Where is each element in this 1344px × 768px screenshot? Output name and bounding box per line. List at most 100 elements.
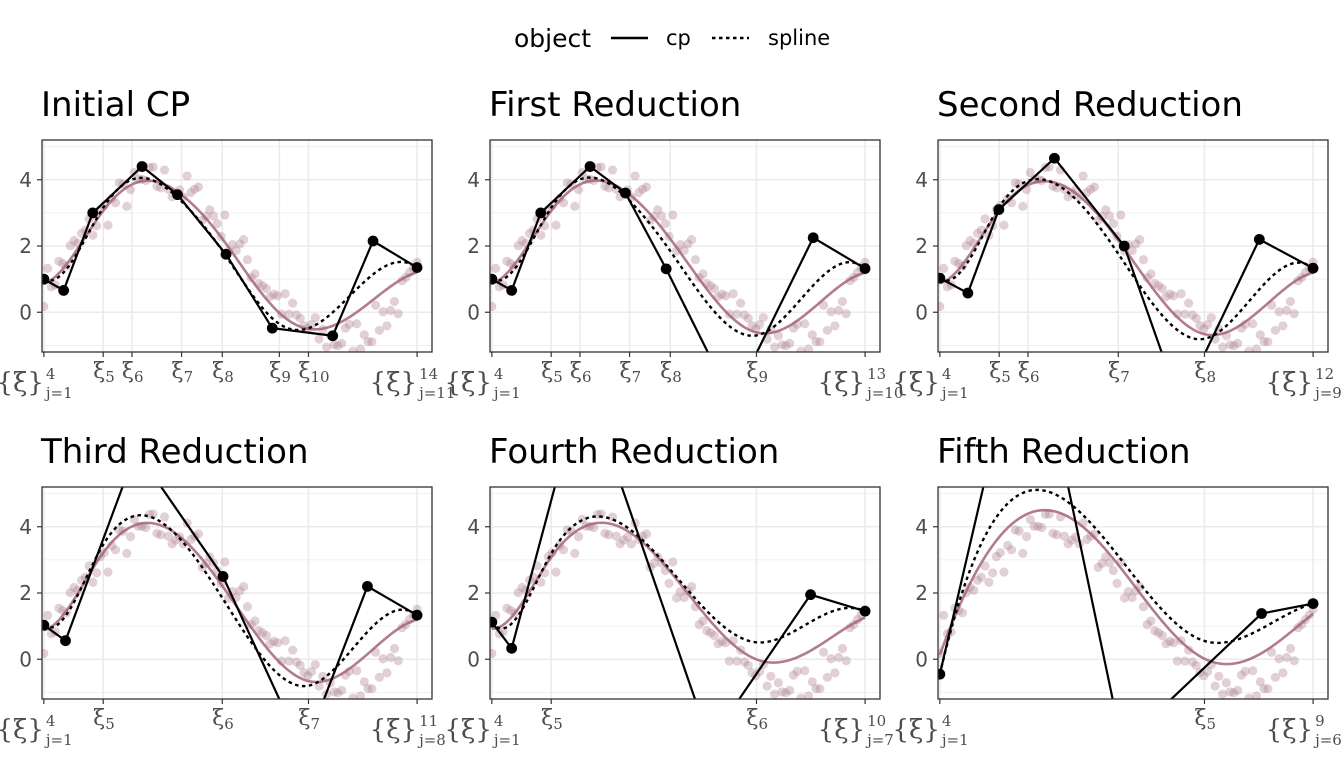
data-point bbox=[1037, 522, 1047, 533]
data-point bbox=[803, 691, 814, 699]
data-point bbox=[939, 263, 949, 273]
knot-label: ξ bbox=[1194, 359, 1206, 384]
data-point bbox=[1225, 340, 1235, 350]
data-point bbox=[698, 269, 708, 279]
data-point bbox=[42, 301, 49, 312]
data-point bbox=[513, 240, 523, 251]
data-point bbox=[705, 628, 716, 638]
data-point bbox=[656, 211, 667, 221]
data-point bbox=[717, 636, 727, 646]
data-point bbox=[600, 528, 610, 538]
data-point bbox=[1157, 283, 1167, 294]
data-point bbox=[43, 263, 53, 273]
data-point bbox=[502, 256, 512, 266]
data-point bbox=[826, 307, 836, 317]
knot-label-sub: j=1 bbox=[44, 731, 73, 749]
data-point bbox=[340, 323, 351, 333]
data-point bbox=[732, 309, 742, 319]
data-point bbox=[1187, 657, 1198, 667]
data-point bbox=[1191, 660, 1201, 670]
data-point bbox=[103, 567, 113, 577]
knot-label-sub: 7 bbox=[184, 368, 194, 386]
data-point bbox=[193, 182, 204, 192]
data-point bbox=[299, 668, 309, 678]
data-point bbox=[807, 677, 817, 687]
data-point bbox=[841, 309, 851, 319]
data-point bbox=[1010, 525, 1020, 535]
data-point bbox=[1255, 330, 1265, 340]
data-point bbox=[348, 693, 358, 699]
data-point bbox=[717, 289, 727, 299]
data-point bbox=[709, 283, 719, 294]
y-tick-label: 2 bbox=[19, 234, 32, 258]
data-point bbox=[310, 659, 320, 670]
control-point bbox=[584, 161, 596, 172]
data-point bbox=[257, 281, 268, 291]
data-point bbox=[1168, 638, 1179, 648]
data-points bbox=[42, 509, 422, 699]
data-point bbox=[1195, 321, 1205, 331]
y-tick-label: 4 bbox=[467, 515, 480, 539]
control-point bbox=[411, 262, 423, 273]
data-point bbox=[490, 301, 497, 312]
data-point bbox=[1199, 324, 1209, 334]
data-point bbox=[1244, 346, 1254, 352]
knot-label: ξ bbox=[93, 706, 105, 731]
data-point bbox=[1063, 192, 1073, 202]
data-point bbox=[980, 561, 990, 571]
data-point bbox=[284, 309, 294, 319]
data-point bbox=[1172, 656, 1182, 666]
data-point bbox=[713, 639, 723, 649]
control-point bbox=[42, 619, 50, 631]
knot-label: ξ bbox=[619, 359, 631, 384]
data-point bbox=[1014, 526, 1024, 536]
data-point bbox=[841, 656, 851, 666]
data-point bbox=[167, 539, 177, 549]
data-point bbox=[1127, 245, 1137, 256]
knot-label: {ξ} bbox=[444, 368, 491, 398]
data-point bbox=[822, 325, 832, 335]
knot-label-sup: 4 bbox=[494, 365, 504, 383]
data-point bbox=[1052, 530, 1062, 540]
data-point bbox=[257, 628, 268, 638]
data-point bbox=[811, 684, 821, 694]
data-point bbox=[705, 281, 716, 291]
data-point bbox=[1282, 652, 1292, 663]
spline-line bbox=[43, 514, 418, 688]
spline-line bbox=[491, 176, 866, 337]
data-point bbox=[653, 205, 663, 215]
data-point bbox=[1025, 514, 1035, 525]
data-point bbox=[506, 605, 516, 616]
legend: object cp spline bbox=[514, 24, 830, 53]
data-point bbox=[359, 677, 369, 687]
data-point bbox=[272, 638, 283, 648]
spline-line bbox=[939, 178, 1314, 341]
data-point bbox=[348, 346, 358, 352]
data-point bbox=[807, 330, 817, 340]
data-point bbox=[1104, 211, 1115, 221]
data-point bbox=[687, 581, 697, 592]
data-point bbox=[65, 240, 75, 251]
data-point bbox=[694, 620, 704, 630]
data-point bbox=[355, 691, 366, 699]
data-point bbox=[1206, 312, 1216, 323]
data-point bbox=[314, 334, 324, 344]
data-point bbox=[502, 603, 512, 613]
data-point bbox=[1052, 183, 1062, 193]
fitted-curve bbox=[43, 521, 418, 684]
knot-label-sub: 8 bbox=[1206, 368, 1216, 386]
data-point bbox=[622, 532, 633, 542]
knot-label: {ξ} bbox=[892, 715, 939, 745]
data-point bbox=[1191, 313, 1201, 323]
knot-label-sub: 5 bbox=[1001, 368, 1011, 386]
data-point bbox=[1274, 654, 1284, 664]
data-point bbox=[386, 652, 396, 663]
data-point bbox=[961, 240, 971, 251]
data-point bbox=[208, 211, 219, 221]
y-tick-label: 4 bbox=[467, 168, 480, 192]
data-point bbox=[679, 592, 689, 603]
